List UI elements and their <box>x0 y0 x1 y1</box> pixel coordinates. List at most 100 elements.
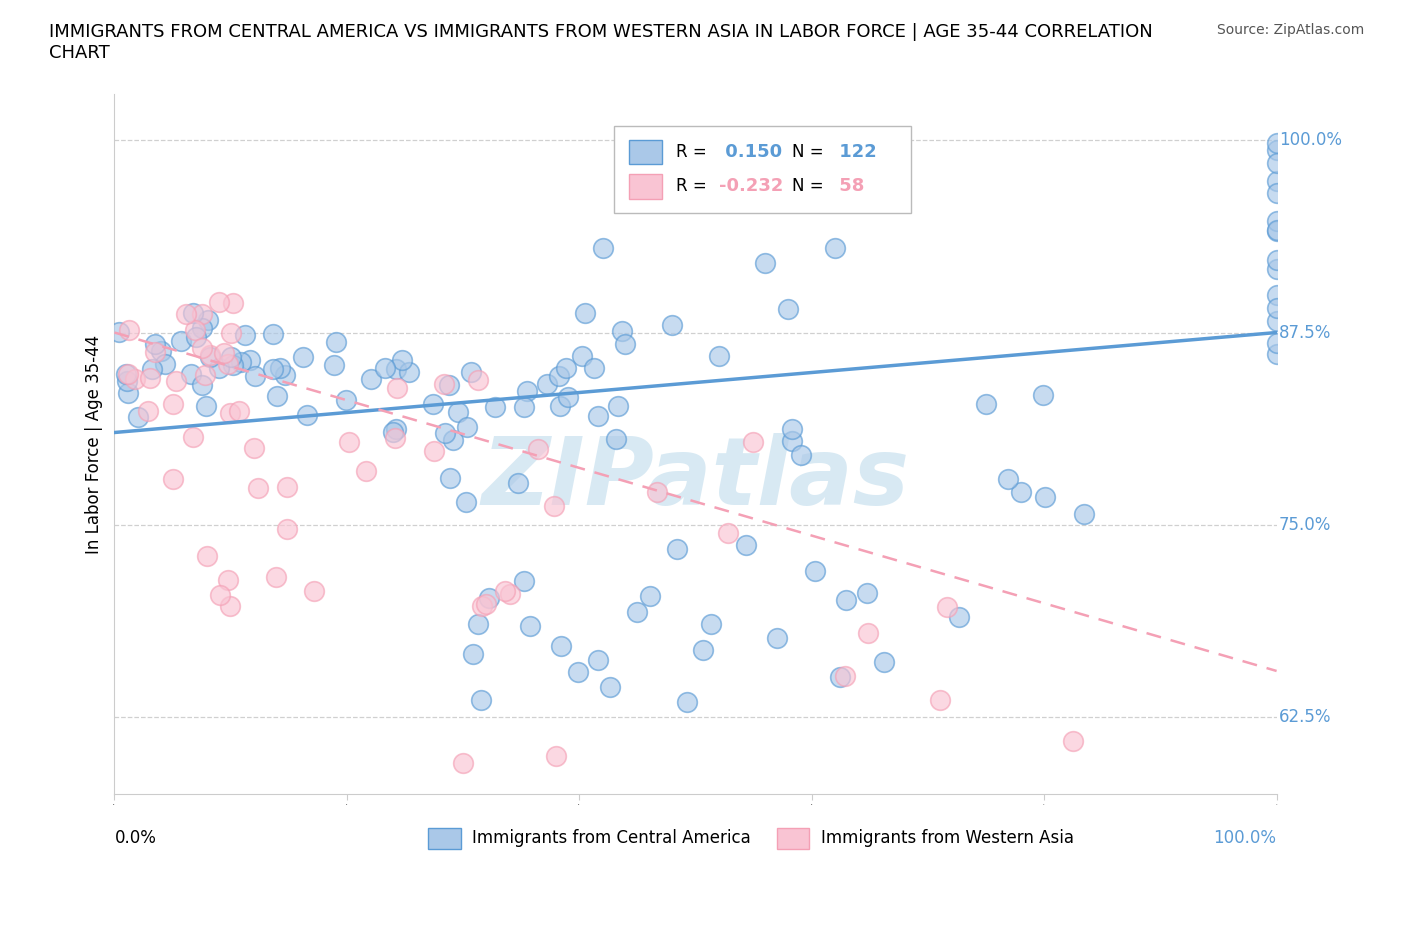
Point <box>191 306 214 321</box>
Text: Source: ZipAtlas.com: Source: ZipAtlas.com <box>1216 23 1364 37</box>
Point <box>1032 388 1054 403</box>
Text: -0.232: -0.232 <box>718 178 783 195</box>
Point <box>571 349 593 364</box>
Point <box>141 362 163 377</box>
FancyBboxPatch shape <box>778 828 810 849</box>
Point <box>360 371 382 386</box>
Text: R =: R = <box>676 178 706 195</box>
FancyBboxPatch shape <box>429 828 461 849</box>
Point <box>661 317 683 332</box>
Point <box>834 669 856 684</box>
Point <box>198 347 221 362</box>
Point <box>1033 490 1056 505</box>
Point <box>645 485 668 499</box>
Point <box>208 587 231 602</box>
Point <box>735 538 758 552</box>
Point <box>675 695 697 710</box>
Point <box>467 373 489 388</box>
Point <box>790 447 813 462</box>
Point <box>929 693 952 708</box>
Text: IMMIGRANTS FROM CENTRAL AMERICA VS IMMIGRANTS FROM WESTERN ASIA IN LABOR FORCE |: IMMIGRANTS FROM CENTRAL AMERICA VS IMMIG… <box>49 23 1153 62</box>
Point <box>302 584 325 599</box>
Point <box>1265 223 1288 238</box>
Point <box>243 441 266 456</box>
Point <box>707 348 730 363</box>
Text: Immigrants from Central America: Immigrants from Central America <box>472 830 751 847</box>
Point <box>117 367 139 382</box>
Point <box>1265 173 1288 188</box>
Point <box>461 646 484 661</box>
Point <box>243 369 266 384</box>
Point <box>217 357 239 372</box>
Point <box>221 296 243 311</box>
Point <box>297 407 319 422</box>
Text: 122: 122 <box>832 143 876 161</box>
Point <box>441 432 464 447</box>
Point <box>162 396 184 411</box>
Point <box>1265 336 1288 351</box>
Point <box>143 345 166 360</box>
Point <box>780 433 803 448</box>
Point <box>567 665 589 680</box>
Point <box>246 481 269 496</box>
Point <box>873 655 896 670</box>
Point <box>274 367 297 382</box>
Point <box>527 442 550 457</box>
Point <box>780 422 803 437</box>
Point <box>124 372 146 387</box>
Point <box>1010 485 1032 499</box>
Point <box>180 366 202 381</box>
Point <box>536 377 558 392</box>
Point <box>1062 734 1084 749</box>
Point <box>198 350 221 365</box>
Point <box>181 305 204 320</box>
Point <box>471 599 494 614</box>
Point <box>484 400 506 415</box>
Point <box>107 325 129 339</box>
Point <box>1265 186 1288 201</box>
Point <box>1265 287 1288 302</box>
Point <box>1265 301 1288 316</box>
Point <box>174 307 197 322</box>
Text: 0.0%: 0.0% <box>114 829 156 847</box>
Point <box>1265 314 1288 329</box>
Text: 0.150: 0.150 <box>718 143 782 161</box>
Text: N =: N = <box>792 178 824 195</box>
Point <box>208 361 231 376</box>
Point <box>856 586 879 601</box>
Point <box>391 352 413 367</box>
Point <box>626 604 648 619</box>
Point <box>586 409 609 424</box>
Point <box>475 802 498 817</box>
Text: 100.0%: 100.0% <box>1279 131 1341 149</box>
Point <box>460 365 482 379</box>
Point <box>516 383 538 398</box>
Point <box>385 362 408 377</box>
Point <box>1073 507 1095 522</box>
Point <box>233 328 256 343</box>
Point <box>543 498 565 513</box>
Point <box>143 337 166 352</box>
Point <box>1265 135 1288 150</box>
Point <box>804 564 827 578</box>
Text: Immigrants from Western Asia: Immigrants from Western Asia <box>821 830 1074 847</box>
Point <box>766 631 789 645</box>
Point <box>170 334 193 349</box>
Text: 62.5%: 62.5% <box>1279 708 1331 726</box>
Point <box>506 475 529 490</box>
Point <box>433 377 456 392</box>
Point <box>592 241 614 256</box>
Point <box>548 368 571 383</box>
Point <box>153 357 176 372</box>
Point <box>384 431 406 445</box>
Point <box>856 626 879 641</box>
Point <box>191 340 214 355</box>
Point <box>219 326 242 340</box>
Point <box>222 357 245 372</box>
Point <box>291 350 314 365</box>
Point <box>337 435 360 450</box>
Point <box>162 472 184 486</box>
Point <box>374 360 396 375</box>
Point <box>447 405 470 419</box>
Point <box>834 593 856 608</box>
